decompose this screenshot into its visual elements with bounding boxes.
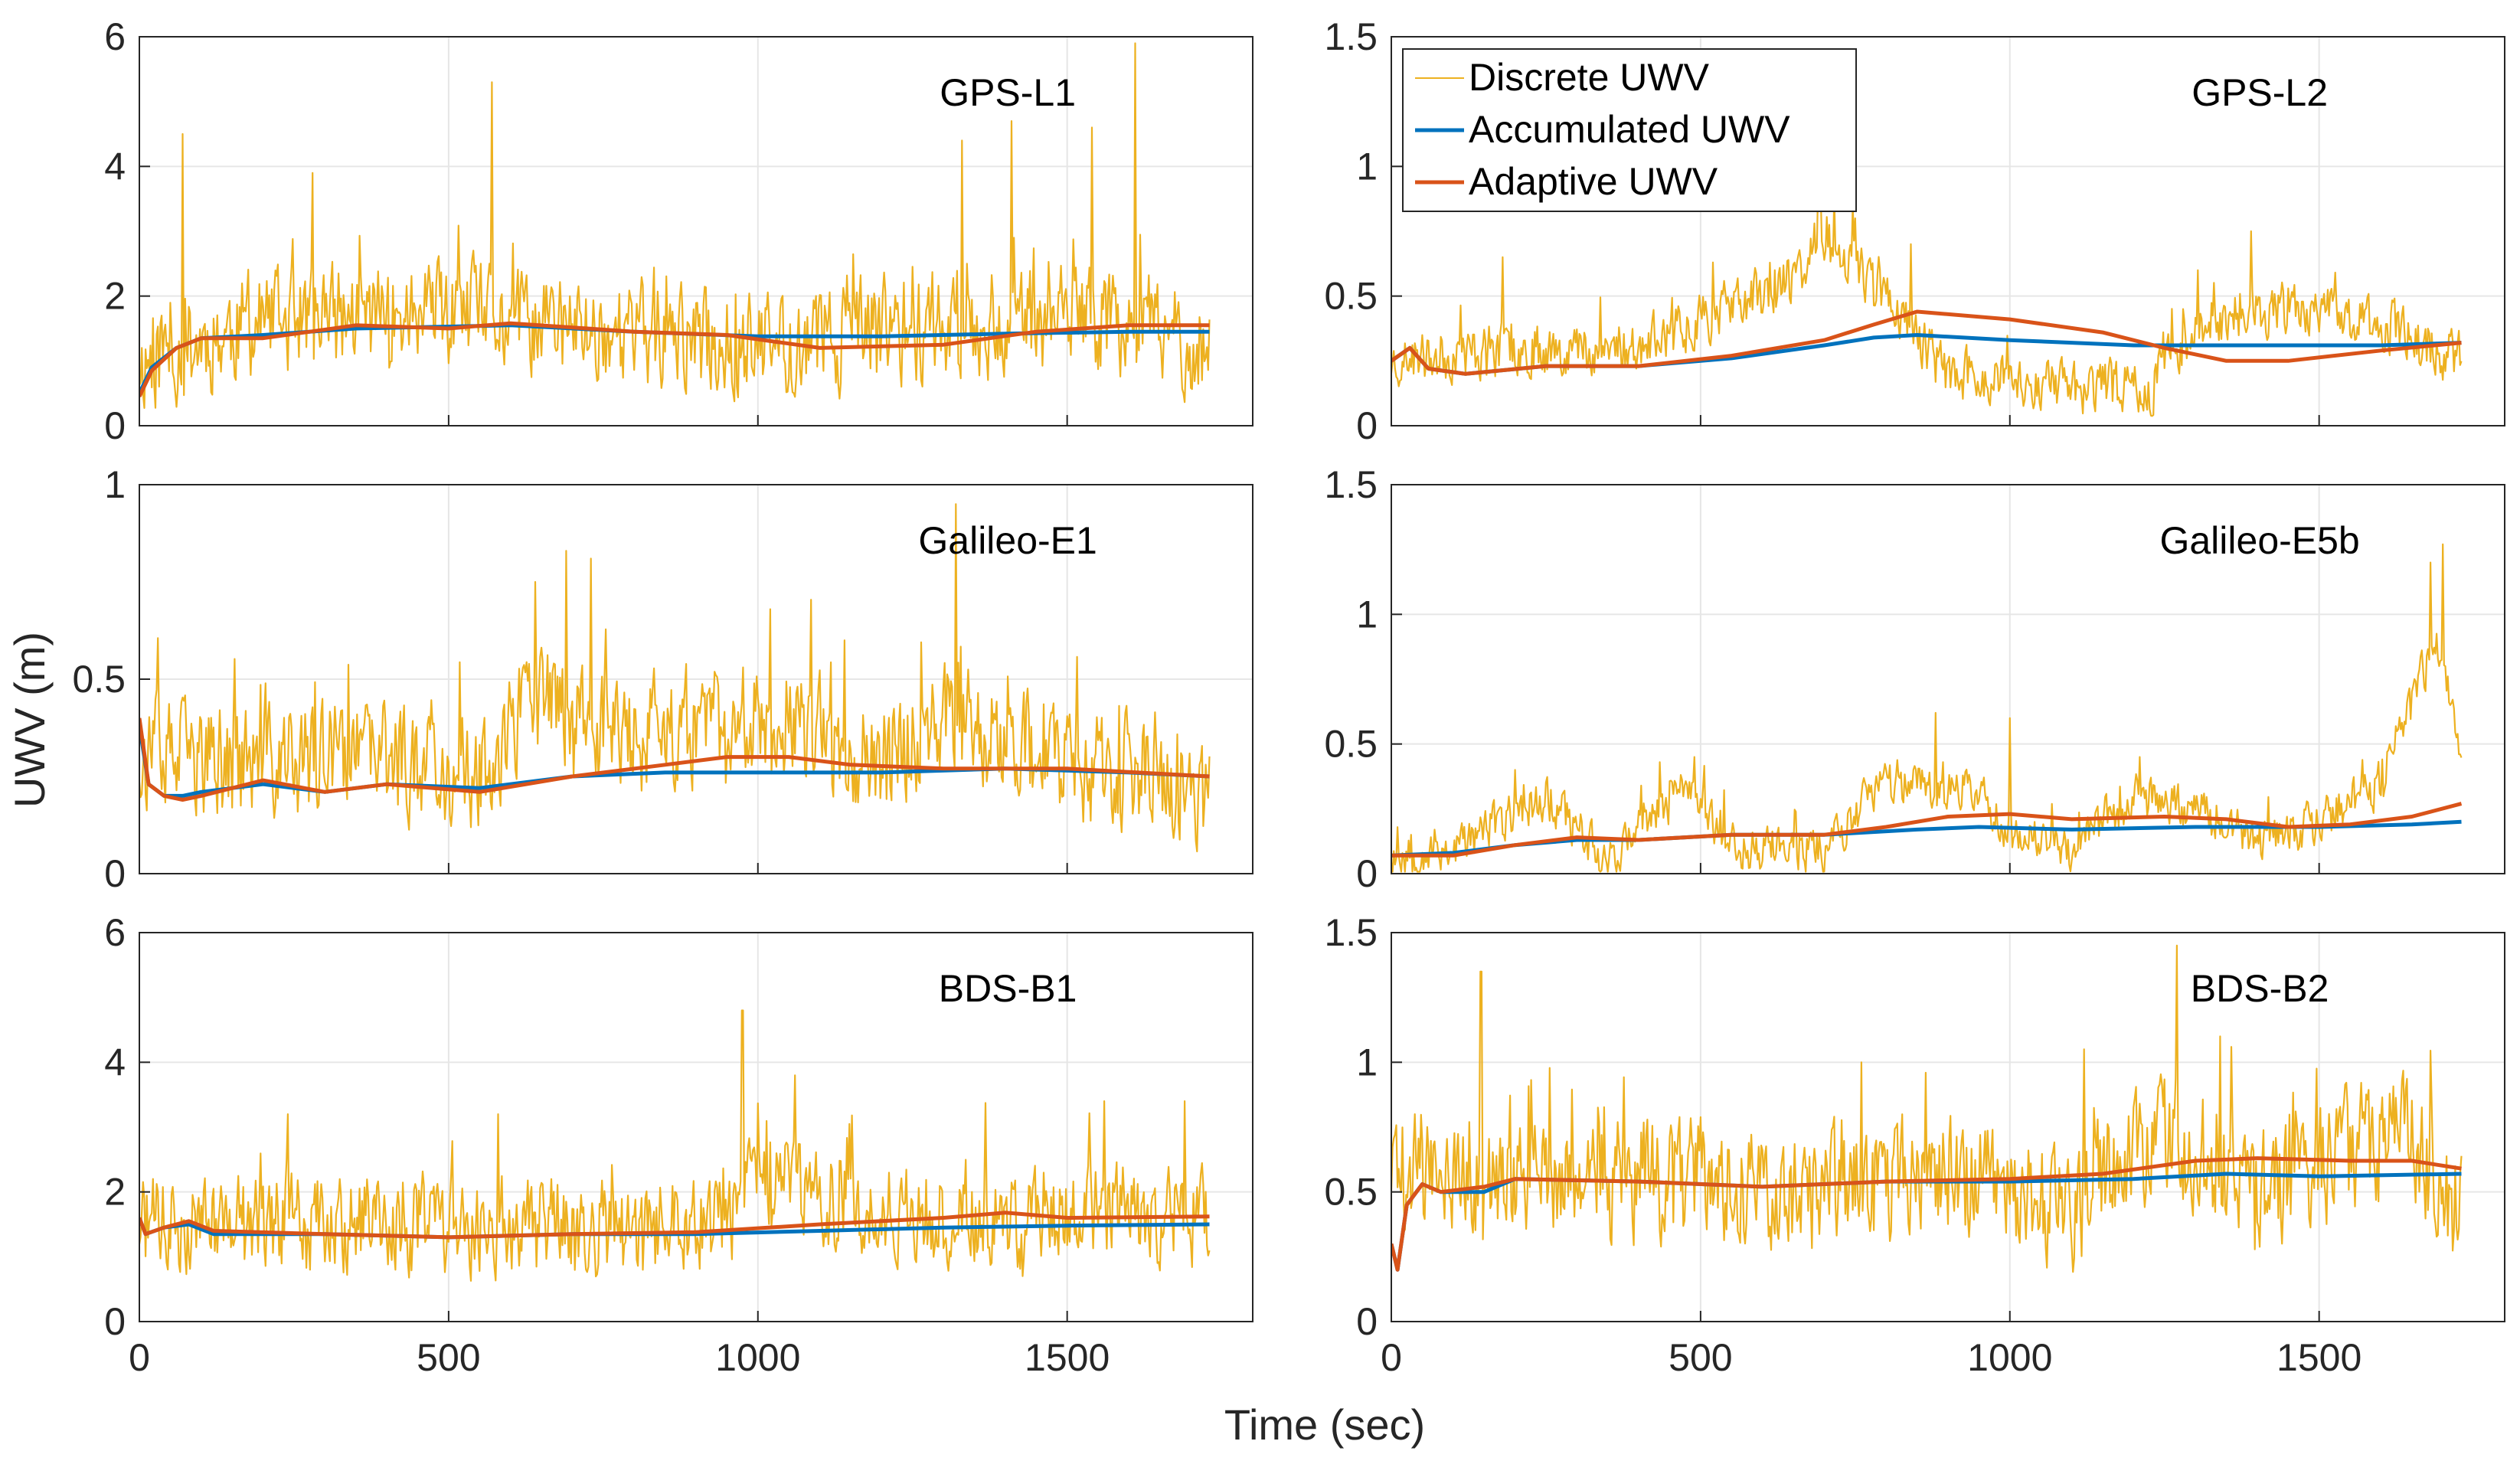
- series-discrete-galileo-e5b: [1391, 543, 2463, 873]
- y-tick-label: 1: [1356, 1041, 1378, 1083]
- panel-title-gps-l1: GPS-L1: [940, 71, 1076, 114]
- legend: Discrete UWV Accumulated UWV Adaptive UW…: [1402, 48, 1857, 212]
- series-adaptive-galileo-e5b: [1391, 802, 2463, 858]
- legend-box: [1402, 48, 1857, 212]
- y-tick-label: 0.5: [1324, 275, 1378, 318]
- panel-gps-l2: 0 0.5 1 1.5 GPS-L2: [1324, 15, 2505, 447]
- axes-box-bds-b2: [1391, 932, 2505, 1322]
- y-tick-label: 4: [104, 145, 126, 188]
- axes-box-galileo-e5b: [1391, 484, 2505, 874]
- series-adaptive-gps-l2: [1391, 309, 2462, 376]
- series-adaptive-galileo-e1: [139, 717, 1210, 802]
- y-tick-label: 0.5: [1324, 1171, 1378, 1214]
- x-tick-label: 1000: [715, 1336, 800, 1379]
- y-axis-label: UWV (m): [5, 632, 54, 808]
- series-discrete-bds-b2: [1391, 944, 2463, 1273]
- panel-title-bds-b2: BDS-B2: [2191, 967, 2329, 1010]
- x-axis-label: Time (sec): [1224, 1400, 1425, 1449]
- x-tick-label: 500: [417, 1336, 480, 1379]
- legend-label-discrete: Discrete UWV: [1469, 56, 1710, 99]
- y-tick-label: 6: [104, 911, 126, 954]
- x-tick-label: 1500: [1025, 1336, 1110, 1379]
- y-tick-label: 0: [104, 852, 126, 895]
- y-tick-label: 0.5: [1324, 723, 1378, 766]
- axes-box-gps-l1: [139, 36, 1253, 426]
- panel-title-bds-b1: BDS-B1: [939, 967, 1077, 1010]
- y-tick-label: 0: [1356, 404, 1378, 447]
- panel-galileo-e5b: 0 0.5 1 1.5 Galileo-E5b: [1324, 463, 2505, 895]
- panel-title-galileo-e1: Galileo-E1: [918, 519, 1097, 562]
- x-tick-label: 1500: [2276, 1336, 2361, 1379]
- y-tick-label: 1: [1356, 593, 1378, 636]
- x-tick-label: 0: [129, 1336, 150, 1379]
- series-adaptive-bds-b2: [1391, 1156, 2462, 1272]
- panel-galileo-e1: 0 0.5 1 Galileo-E1: [72, 463, 1253, 895]
- series-discrete-galileo-e1: [139, 503, 1211, 853]
- y-tick-label: 0: [104, 1300, 126, 1343]
- x-tick-label: 0: [1381, 1336, 1402, 1379]
- series-adaptive-gps-l1: [139, 321, 1210, 397]
- y-tick-label: 1: [1356, 145, 1378, 188]
- panel-title-gps-l2: GPS-L2: [2192, 71, 2328, 114]
- y-tick-label: 1.5: [1324, 15, 1378, 58]
- y-tick-label: 6: [104, 15, 126, 58]
- y-tick-label: 0: [104, 404, 126, 447]
- y-tick-label: 2: [104, 1171, 126, 1214]
- series-discrete-gps-l2: [1391, 178, 2463, 417]
- panel-bds-b1: 0 500 1000 1500 0 2 4 6 BDS-B1: [104, 911, 1253, 1379]
- panel-title-galileo-e5b: Galileo-E5b: [2159, 519, 2359, 562]
- panel-gps-l1: 0 2 4 6 GPS-L1: [104, 15, 1253, 447]
- panel-bds-b2: 0 500 1000 1500 0 0.5 1 1.5 BDS-B2: [1324, 911, 2505, 1379]
- y-tick-label: 1.5: [1324, 463, 1378, 506]
- y-tick-label: 0: [1356, 852, 1378, 895]
- x-tick-label: 500: [1669, 1336, 1732, 1379]
- y-tick-label: 2: [104, 275, 126, 318]
- axes-box-gps-l2: [1391, 36, 2505, 426]
- y-tick-label: 4: [104, 1041, 126, 1083]
- legend-label-adaptive: Adaptive UWV: [1469, 160, 1718, 203]
- x-tick-label: 1000: [1967, 1336, 2052, 1379]
- series-adaptive-bds-b1: [139, 1211, 1210, 1240]
- y-tick-label: 1: [104, 463, 126, 506]
- axes-box-bds-b1: [139, 932, 1253, 1322]
- y-tick-label: 0.5: [72, 658, 126, 701]
- y-tick-label: 0: [1356, 1300, 1378, 1343]
- legend-label-accumulated: Accumulated UWV: [1469, 108, 1790, 151]
- y-tick-label: 1.5: [1324, 911, 1378, 954]
